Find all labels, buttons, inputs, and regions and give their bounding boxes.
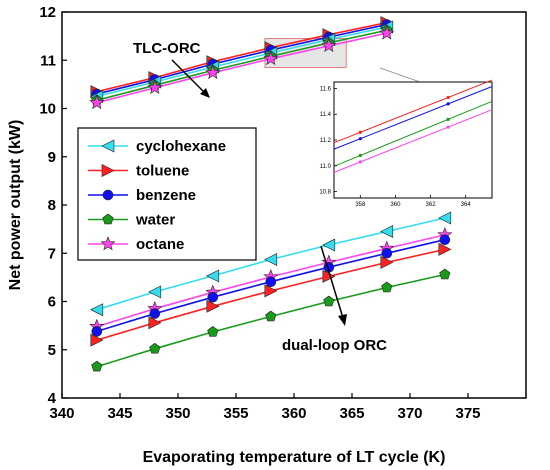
dual-loop-orc-label: dual-loop ORC: [282, 337, 387, 354]
legend-label-benzene: benzene: [136, 187, 196, 204]
y-tick-label: 7: [48, 245, 56, 262]
x-tick-label: 375: [455, 405, 480, 422]
data-point-octane: [321, 37, 337, 53]
data-point-benzene: [149, 308, 161, 319]
x-tick-label: 360: [281, 405, 306, 422]
data-point-benzene: [91, 326, 103, 337]
legend-marker-cyclohexane: [101, 139, 115, 153]
data-point-cyclohexane: [206, 269, 220, 283]
inset-point-benzene: [446, 102, 450, 106]
series-line-water-0: [96, 29, 387, 102]
data-point-cyclohexane: [148, 285, 162, 299]
inset-point-octane: [358, 160, 362, 164]
data-point-water: [149, 342, 161, 354]
y-tick-label: 11: [40, 52, 56, 69]
series-line-octane-0: [96, 32, 387, 104]
inset-x-tick-label: 362: [426, 202, 437, 208]
legend-label-water: water: [135, 212, 175, 229]
y-tick-label: 8: [48, 197, 56, 214]
x-tick-label: 355: [223, 405, 248, 422]
inset-y-tick-label: 11.6: [320, 86, 332, 92]
data-point-water: [323, 295, 335, 307]
inset-y-tick-label: 11.0: [320, 164, 332, 170]
legend-label-cyclohexane: cyclohexane: [136, 138, 226, 155]
data-point-water: [207, 326, 219, 337]
data-point-cyclohexane: [380, 225, 394, 239]
data-point-toluene: [438, 242, 452, 256]
data-point-toluene: [90, 333, 104, 347]
main-markers: [89, 16, 453, 372]
inset-x-tick-label: 360: [390, 202, 401, 208]
tlc-orc-arrow-line: [171, 59, 207, 95]
y-tick-label: 12: [39, 4, 56, 21]
data-point-water: [439, 268, 451, 280]
data-point-cyclohexane: [438, 211, 452, 225]
data-point-cyclohexane: [90, 303, 104, 317]
x-axis-ticks: 340 345 350 355 360 365 370 375: [49, 393, 481, 422]
data-point-cyclohexane: [264, 253, 278, 267]
inset-y-tick-label: 11.4: [320, 112, 332, 118]
data-point-octane: [205, 64, 221, 80]
legend-label-toluene: toluene: [136, 163, 189, 180]
inset-ticks: 358 360 362 364 10.8 11.0 11.2 11.4 11.6: [319, 86, 471, 208]
legend-marker-toluene: [101, 164, 115, 177]
legend-marker-water: [102, 213, 114, 225]
inset-chart: 358 360 362 364 10.8 11.0 11.2 11.4 11.6: [319, 79, 493, 208]
inset-point-octane: [446, 125, 450, 129]
x-tick-label: 345: [107, 405, 132, 422]
y-tick-label: 4: [48, 390, 57, 407]
y-tick-label: 6: [48, 294, 56, 311]
inset-point-toluene: [446, 95, 450, 100]
x-tick-label: 365: [339, 405, 364, 422]
legend-marker-benzene: [102, 189, 114, 201]
data-point-octane: [147, 79, 163, 95]
inset-lines: [333, 79, 493, 173]
data-point-octane: [263, 50, 279, 66]
data-point-benzene: [381, 247, 393, 259]
y-axis-title: Net power output (kW): [7, 120, 24, 291]
data-point-toluene: [380, 255, 394, 269]
y-tick-label: 5: [48, 342, 56, 359]
data-point-benzene: [439, 234, 451, 246]
inset-y-tick-label: 11.2: [320, 138, 332, 144]
inset-point-benzene: [358, 137, 362, 141]
data-point-toluene: [264, 284, 278, 298]
data-point-toluene: [206, 299, 220, 313]
series-line-cyclohexane-0: [96, 26, 387, 98]
data-point-water: [265, 310, 277, 322]
x-axis-title: Evaporating temperature of LT cycle (K): [143, 449, 446, 466]
data-point-octane: [379, 25, 395, 40]
y-tick-label: 10: [39, 101, 56, 118]
zoom-connector-line: [379, 67, 421, 83]
y-tick-label: 9: [48, 149, 56, 166]
legend-marker-octane: [100, 236, 116, 251]
inset-point-water: [358, 153, 362, 158]
x-tick-label: 340: [49, 405, 74, 422]
tlc-orc-label: TLC-ORC: [133, 40, 201, 57]
tlc-orc-arrow-head: [200, 88, 210, 98]
dual-loop-arrow-head: [338, 314, 347, 326]
series-line-benzene-0: [96, 23, 387, 95]
y-axis-ticks: 4 5 6 7 8 9 10 11 12: [39, 4, 67, 407]
data-point-cyclohexane: [322, 238, 336, 252]
data-point-water: [381, 281, 393, 293]
inset-point-water: [446, 117, 450, 121]
data-point-benzene: [207, 291, 219, 303]
dual-loop-arrow-line: [320, 245, 344, 319]
x-tick-label: 350: [165, 405, 190, 422]
data-point-toluene: [148, 316, 162, 330]
legend: cyclohexane toluene benzene water octane: [77, 127, 257, 261]
x-tick-label: 370: [397, 405, 422, 422]
data-point-water: [91, 360, 103, 372]
data-point-benzene: [265, 276, 277, 288]
inset-x-tick-label: 358: [355, 202, 366, 208]
inset-point-toluene: [358, 130, 362, 134]
data-point-octane: [89, 94, 105, 110]
inset-y-tick-label: 10.8: [319, 190, 331, 196]
series-line-toluene-0: [96, 21, 387, 93]
inset-x-tick-label: 364: [461, 202, 472, 208]
legend-label-octane: octane: [136, 236, 184, 253]
